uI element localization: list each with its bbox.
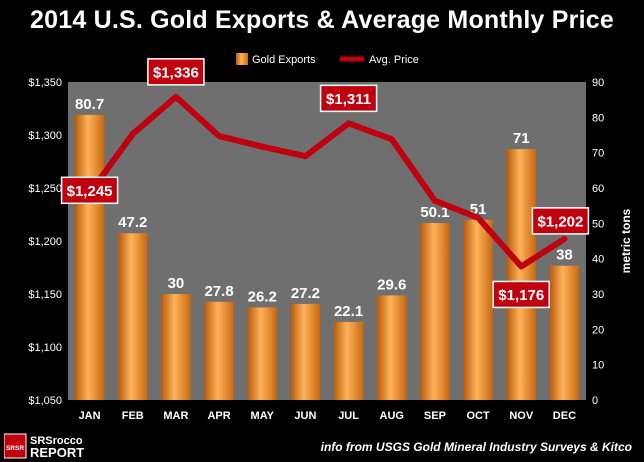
bar-may bbox=[247, 307, 277, 400]
bar-sep bbox=[420, 222, 450, 400]
x-axis-tick-label: APR bbox=[207, 410, 230, 422]
right-axis-tick-label: 0 bbox=[592, 395, 598, 407]
left-axis-tick-label: $1,100 bbox=[28, 342, 62, 354]
bar-value-label: 38 bbox=[556, 247, 573, 264]
legend-label-gold-exports: Gold Exports bbox=[252, 54, 316, 66]
left-axis-tick-label: $1,200 bbox=[28, 236, 62, 248]
x-axis-tick-label: DEC bbox=[553, 410, 576, 422]
chart-title: 2014 U.S. Gold Exports & Average Monthly… bbox=[30, 6, 614, 34]
right-axis-tick-label: 60 bbox=[592, 183, 604, 195]
price-callout-box bbox=[60, 176, 119, 205]
x-axis-tick-label: NOV bbox=[509, 410, 534, 422]
price-callout-box bbox=[492, 280, 550, 309]
x-axis-tick-label: FEB bbox=[122, 410, 144, 422]
x-axis-tick-label: JUL bbox=[338, 410, 359, 422]
left-axis-tick-label: $1,150 bbox=[28, 289, 62, 301]
right-axis-tick-label: 70 bbox=[592, 148, 604, 160]
left-axis-tick-label: $1,050 bbox=[28, 395, 62, 407]
bar-value-label: 22.1 bbox=[334, 303, 363, 320]
right-axis-tick-label: 40 bbox=[592, 254, 604, 266]
price-callout-mar: $1,336 bbox=[147, 58, 205, 86]
legend-label-avg-price: Avg. Price bbox=[369, 54, 419, 66]
price-callout-dec: $1,202 bbox=[531, 207, 590, 235]
bar-jan bbox=[74, 114, 105, 401]
price-callout-label: $1,176 bbox=[498, 287, 544, 304]
bar-jun bbox=[290, 303, 321, 400]
bar-value-label: 30 bbox=[168, 275, 185, 292]
bar-value-label: 27.2 bbox=[291, 285, 320, 302]
logo-badge-text: SRSR bbox=[6, 445, 24, 452]
right-axis-tick-label: 10 bbox=[592, 360, 604, 372]
bar-value-label: 26.2 bbox=[248, 288, 277, 305]
price-callout-jan: $1,245 bbox=[60, 176, 119, 205]
price-callout-box bbox=[531, 207, 590, 235]
price-callout-label: $1,202 bbox=[537, 213, 583, 230]
right-axis-tick-label: 90 bbox=[592, 77, 604, 89]
bar-value-label: 80.7 bbox=[75, 96, 104, 113]
bar-value-label: 29.6 bbox=[377, 276, 406, 293]
bar-value-label: 27.8 bbox=[204, 283, 233, 300]
bar-value-label: 47.2 bbox=[118, 214, 147, 231]
bar-value-label: 71 bbox=[513, 130, 530, 147]
bar-dec bbox=[549, 265, 580, 400]
bar-oct bbox=[463, 219, 493, 400]
price-callout-label: $1,245 bbox=[67, 183, 113, 200]
bar-value-label: 50.1 bbox=[420, 204, 449, 221]
x-axis-tick-label: MAY bbox=[251, 410, 275, 422]
left-axis-tick-label: $1,350 bbox=[28, 77, 62, 89]
x-axis-tick-label: OCT bbox=[466, 410, 490, 422]
right-axis-tick-label: 80 bbox=[592, 112, 604, 124]
x-axis-tick-label: AUG bbox=[380, 410, 404, 422]
right-axis-title: metric tons bbox=[619, 208, 633, 273]
source-note: info from USGS Gold Mineral Industry Sur… bbox=[320, 440, 632, 454]
srsrocco-logo: SRSR SRSrocco REPORT bbox=[4, 433, 84, 459]
logo-top-text: SRSrocco bbox=[30, 435, 83, 447]
bar-nov bbox=[506, 149, 536, 400]
x-axis-tick-label: SEP bbox=[424, 410, 446, 422]
right-axis-tick-label: 20 bbox=[592, 324, 604, 336]
bar-jul bbox=[333, 321, 364, 400]
price-callout-jul: $1,311 bbox=[319, 84, 378, 113]
bar-aug bbox=[377, 295, 407, 400]
right-axis-tick-label: 50 bbox=[592, 218, 604, 230]
bar-mar bbox=[161, 294, 191, 400]
bar-feb bbox=[118, 233, 148, 400]
x-axis-tick-label: JAN bbox=[79, 410, 101, 422]
price-callout-nov: $1,176 bbox=[492, 280, 550, 309]
price-callout-label: $1,336 bbox=[153, 64, 199, 81]
price-callout-box bbox=[147, 58, 205, 86]
price-callout-label: $1,311 bbox=[326, 91, 371, 108]
price-callout-box bbox=[319, 84, 378, 113]
price-line bbox=[86, 93, 568, 270]
logo-bottom-text: REPORT bbox=[30, 445, 84, 459]
left-axis-tick-label: $1,300 bbox=[28, 130, 62, 142]
legend-swatch-gold-exports bbox=[236, 53, 248, 65]
bar-apr bbox=[204, 301, 234, 400]
x-axis-tick-label: JUN bbox=[294, 410, 316, 422]
right-axis-tick-label: 30 bbox=[592, 289, 604, 301]
left-axis-tick-label: $1,250 bbox=[28, 183, 62, 195]
x-axis-tick-label: MAR bbox=[163, 410, 188, 422]
